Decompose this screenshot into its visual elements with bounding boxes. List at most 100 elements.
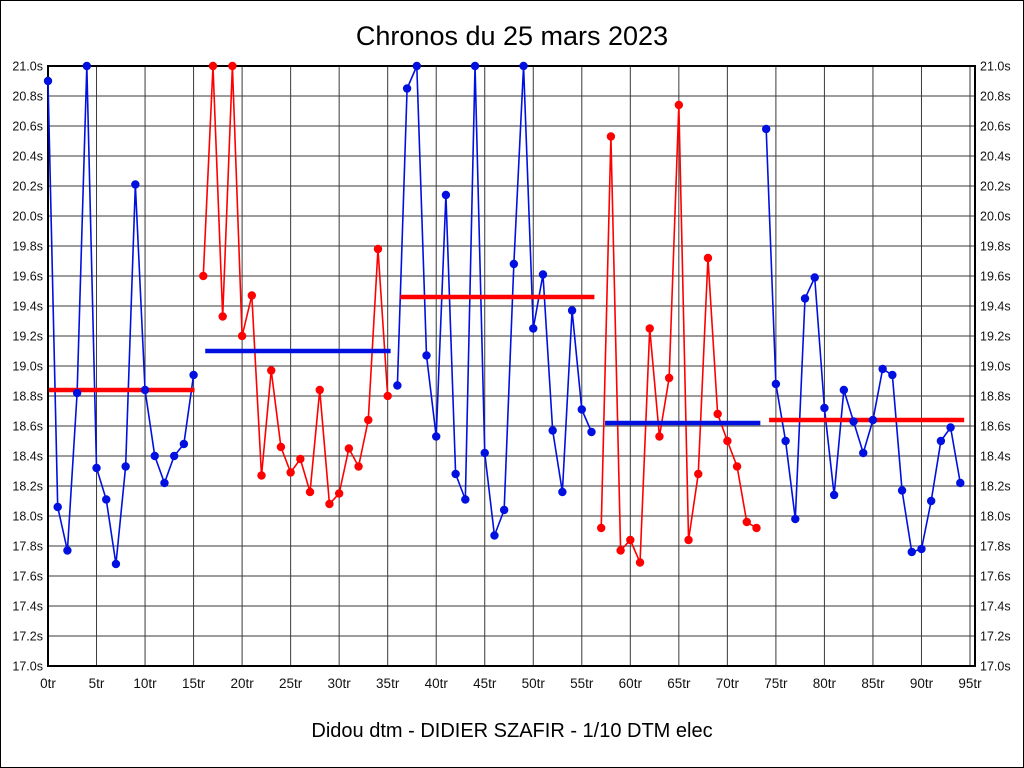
x-axis-label: 30tr bbox=[328, 676, 352, 691]
lap-time-point bbox=[276, 442, 286, 452]
y-axis-label-right: 20.0s bbox=[980, 210, 1011, 224]
lap-time-point bbox=[354, 462, 363, 471]
lap-time-point bbox=[626, 535, 635, 545]
lap-time-point bbox=[422, 351, 431, 360]
x-axis-label: 5tr bbox=[89, 676, 105, 691]
y-axis-label-right: 19.0s bbox=[980, 360, 1011, 374]
lap-time-point bbox=[723, 436, 732, 446]
x-axis-label: 40tr bbox=[425, 676, 449, 691]
lap-time-point bbox=[257, 471, 266, 480]
lap-time-point bbox=[664, 373, 674, 383]
lap-time-point bbox=[519, 61, 528, 71]
y-axis-label-left: 17.6s bbox=[12, 570, 43, 584]
y-axis-label-right: 17.4s bbox=[980, 600, 1011, 614]
y-axis-label-right: 17.0s bbox=[980, 660, 1011, 674]
x-axis-label: 35tr bbox=[376, 676, 400, 691]
lap-time-point bbox=[393, 381, 402, 390]
lap-time-point bbox=[334, 489, 344, 498]
lap-time-point bbox=[373, 244, 383, 254]
y-axis-label-right: 20.2s bbox=[980, 180, 1011, 194]
x-axis-label: 60tr bbox=[619, 676, 643, 691]
y-axis-label-left: 19.4s bbox=[12, 300, 43, 314]
y-axis-label-left: 18.2s bbox=[12, 480, 43, 494]
lap-time-point bbox=[237, 331, 247, 341]
y-axis-label-right: 17.2s bbox=[980, 630, 1011, 644]
lap-time-point bbox=[538, 270, 548, 279]
lap-time-point bbox=[412, 61, 421, 71]
y-axis-label-right: 18.4s bbox=[980, 450, 1011, 464]
x-axis-label: 15tr bbox=[182, 676, 206, 691]
y-axis-label-left: 19.8s bbox=[12, 240, 43, 254]
x-axis-label: 80tr bbox=[813, 676, 837, 691]
x-axis-label: 90tr bbox=[910, 676, 934, 691]
lap-time-point bbox=[907, 547, 916, 557]
stint-2-lap-times bbox=[202, 65, 389, 506]
lap-time-point bbox=[645, 324, 654, 333]
lap-time-point bbox=[946, 423, 955, 432]
y-axis-label-left: 21.0s bbox=[12, 60, 43, 74]
y-axis-label-right: 19.4s bbox=[980, 300, 1011, 314]
lap-time-point bbox=[92, 463, 101, 473]
x-axis-label: 85tr bbox=[861, 676, 885, 691]
stint-5-lap-times bbox=[765, 128, 962, 554]
y-axis-label-right: 17.6s bbox=[980, 570, 1011, 584]
lap-time-point bbox=[296, 454, 305, 464]
lap-time-point bbox=[315, 385, 324, 395]
chart-subtitle: Didou dtm - DIDIER SZAFIR - 1/10 DTM ele… bbox=[311, 720, 712, 742]
lap-time-point bbox=[529, 324, 538, 333]
lap-time-point bbox=[383, 391, 392, 401]
lap-time-point bbox=[829, 490, 839, 500]
lap-time-point bbox=[684, 535, 693, 545]
y-axis-label-left: 18.0s bbox=[12, 510, 43, 524]
lap-time-point bbox=[713, 409, 722, 419]
y-axis-label-right: 18.2s bbox=[980, 480, 1011, 494]
lap-time-point bbox=[499, 505, 509, 515]
x-axis-label: 75tr bbox=[764, 676, 788, 691]
y-axis-label-right: 21.0s bbox=[980, 60, 1011, 74]
y-axis-label-left: 20.2s bbox=[12, 180, 43, 194]
y-axis-label-left: 19.2s bbox=[12, 330, 43, 344]
lap-time-point bbox=[53, 502, 62, 512]
lap-time-point bbox=[917, 544, 926, 554]
lap-time-point bbox=[208, 61, 218, 71]
lap-time-point bbox=[859, 448, 868, 458]
lap-time-point bbox=[43, 76, 53, 86]
lap-time-point bbox=[344, 444, 354, 453]
lap-time-point bbox=[461, 495, 470, 504]
lap-time-point bbox=[868, 415, 878, 425]
lap-time-point bbox=[63, 546, 72, 555]
lap-time-point bbox=[218, 312, 227, 321]
x-axis-label: 65tr bbox=[667, 676, 691, 691]
y-axis-label-left: 18.8s bbox=[12, 390, 43, 404]
lap-time-point bbox=[247, 291, 257, 300]
lap-time-point bbox=[441, 190, 451, 200]
lap-time-point bbox=[597, 523, 606, 533]
y-axis-label-right: 20.8s bbox=[980, 90, 1011, 104]
lap-time-point bbox=[781, 436, 790, 446]
y-axis-label-left: 20.8s bbox=[12, 90, 43, 104]
lap-time-point bbox=[267, 366, 276, 375]
x-axis-label: 70tr bbox=[716, 676, 740, 691]
lap-time-point bbox=[169, 451, 179, 461]
lap-time-point bbox=[451, 469, 460, 479]
lap-time-point bbox=[509, 259, 519, 269]
lap-time-point bbox=[480, 448, 489, 458]
lap-time-point bbox=[470, 61, 480, 71]
lap-time-point bbox=[839, 385, 849, 395]
average-lines-layer bbox=[48, 294, 965, 426]
lap-time-point bbox=[160, 478, 169, 488]
lap-time-point bbox=[577, 405, 586, 414]
lap-time-point bbox=[655, 432, 664, 441]
lap-time-point bbox=[432, 432, 441, 441]
x-axis-label: 45tr bbox=[473, 676, 497, 691]
lap-time-point bbox=[72, 388, 82, 398]
lap-time-point bbox=[888, 370, 897, 380]
lap-time-point bbox=[150, 451, 159, 461]
x-axis-label: 20tr bbox=[230, 676, 254, 691]
lap-time-point bbox=[305, 487, 315, 497]
y-axis-label-left: 17.8s bbox=[12, 540, 43, 554]
lap-time-point bbox=[926, 496, 936, 506]
y-axis-label-left: 18.6s bbox=[12, 420, 43, 434]
x-axis-label: 50tr bbox=[522, 676, 546, 691]
